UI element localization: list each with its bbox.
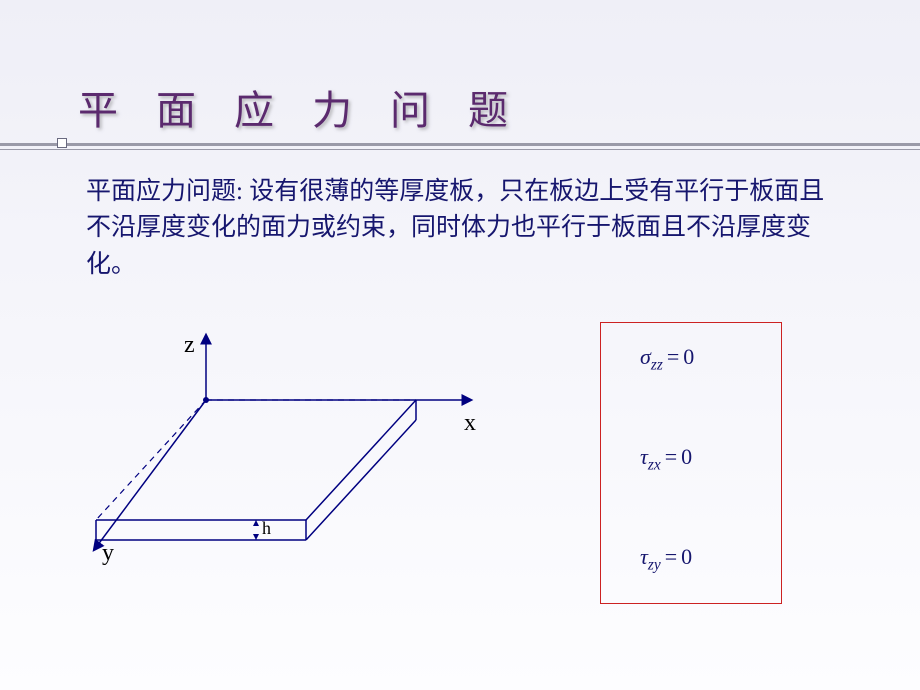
eq-rhs: 0 [683, 344, 694, 369]
title-rule-top [0, 143, 920, 146]
thickness-label-h: h [262, 518, 271, 539]
title-rule-bottom [0, 149, 920, 150]
eq-rhs: 0 [681, 444, 692, 469]
axis-label-z: z [184, 332, 195, 359]
body-paragraph: 平面应力问题: 设有很薄的等厚度板，只在板边上受有平行于板面且不沿厚度变化的面力… [86, 174, 841, 283]
eq-sub: zy [648, 556, 661, 573]
eq-equals: = [661, 544, 681, 569]
eq-equals: = [663, 344, 683, 369]
slide: 平 面 应 力 问 题 平面应力问题: 设有很薄的等厚度板，只在板边上受有平行于… [0, 0, 920, 690]
eq-sub: zz [651, 356, 663, 373]
equation-tau-zy: τzy=0 [640, 544, 692, 574]
eq-rhs: 0 [681, 544, 692, 569]
eq-sub: zx [648, 456, 661, 473]
eq-sym: σ [640, 344, 651, 369]
axis-label-y: y [102, 540, 114, 567]
plate-diagram: z x y h [76, 320, 506, 600]
eq-sym: τ [640, 544, 648, 569]
title-marker-square [57, 138, 67, 148]
eq-sym: τ [640, 444, 648, 469]
plate-svg [76, 320, 506, 600]
equation-sigma-zz: σzz=0 [640, 344, 694, 374]
eq-equals: = [661, 444, 681, 469]
equation-tau-zx: τzx=0 [640, 444, 692, 474]
axis-label-x: x [464, 410, 476, 437]
slide-title: 平 面 应 力 问 题 [78, 78, 522, 136]
